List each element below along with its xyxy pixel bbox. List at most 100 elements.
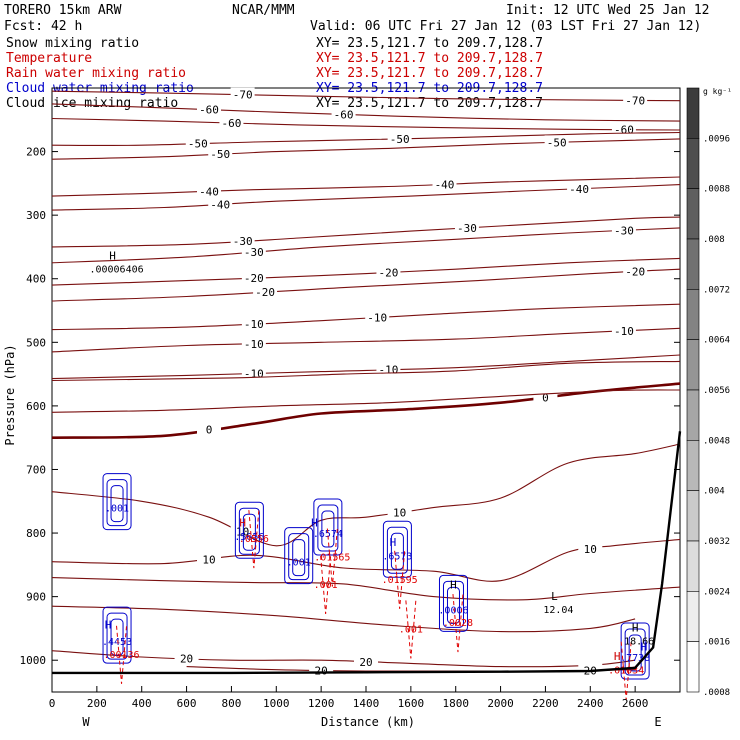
isotherm-line xyxy=(51,443,681,547)
x-axis-label: Distance (km) xyxy=(321,715,415,729)
isotherm-label-bg xyxy=(611,223,636,236)
cloud-water-contour xyxy=(321,510,335,548)
y-tick-label: 300 xyxy=(26,209,46,222)
isotherm-label: -60 xyxy=(221,117,241,130)
x-tick-label: 2200 xyxy=(532,697,559,710)
isotherm-label: 10 xyxy=(584,543,597,556)
west-label: W xyxy=(82,715,90,729)
isotherm-line xyxy=(51,138,681,160)
isotherm-label: -10 xyxy=(244,367,264,380)
colorbar-label: .0016 xyxy=(703,638,730,648)
header: TORERO 15km ARW NCAR/MMM Init: 12 UTC We… xyxy=(4,3,710,34)
isotherm-line xyxy=(51,389,681,413)
colorbar-swatch xyxy=(686,389,700,441)
isotherm-label-bg xyxy=(230,87,255,100)
isotherm-label-bg xyxy=(611,323,636,336)
rain-label: .01595 xyxy=(382,575,418,586)
model-title: TORERO 15km ARW xyxy=(4,3,122,18)
x-tick-label: 1800 xyxy=(442,697,469,710)
isotherm-label-bg xyxy=(387,131,412,144)
extremum-marker: H xyxy=(105,618,112,631)
isotherm-label-bg xyxy=(578,541,603,554)
colorbar-swatch xyxy=(686,188,700,240)
isotherm-line xyxy=(51,257,681,286)
isotherm-label-bg xyxy=(230,234,255,247)
cloud-water-contour xyxy=(292,539,306,577)
isotherm-line xyxy=(51,605,636,633)
isotherm-label: -50 xyxy=(210,148,230,161)
isotherm-label: -60 xyxy=(199,104,219,117)
cloud-water-contour xyxy=(313,498,343,556)
isotherm-label-bg xyxy=(174,651,199,664)
isotherm-line xyxy=(51,382,681,439)
isotherm-label-bg xyxy=(354,654,378,667)
y-tick-label: 500 xyxy=(26,336,46,349)
isotherm-label: -40 xyxy=(199,185,219,198)
x-tick-label: 2000 xyxy=(487,697,514,710)
rain-label: .01565 xyxy=(314,553,350,564)
isotherm-line xyxy=(51,176,681,197)
rain-contour xyxy=(248,510,260,569)
isotherm-label: 0 xyxy=(542,391,549,404)
field-name: Snow mixing ratio xyxy=(6,36,139,51)
colorbar-unit: g kg⁻¹ xyxy=(703,87,732,96)
isotherm-line xyxy=(51,90,681,102)
x-tick-label: 400 xyxy=(132,697,152,710)
field-legend: Snow mixing ratio XY= 23.5,121.7 to 209.7… xyxy=(6,36,543,111)
east-label: E xyxy=(654,715,661,729)
field-name: Temperature xyxy=(6,51,92,66)
y-tick-label: 700 xyxy=(26,463,46,476)
extremum-marker: H xyxy=(311,517,318,530)
isotherm-label-bg xyxy=(454,220,479,233)
extremum-value: .00006406 xyxy=(89,265,143,276)
rain-label: .001 xyxy=(314,580,338,591)
colorbar-label: .008 xyxy=(703,235,725,245)
isotherm-line xyxy=(51,227,681,264)
cloud-water-contour xyxy=(386,526,408,574)
extremum-marker: H xyxy=(109,250,116,263)
cloud-water-contour xyxy=(382,520,412,578)
isotherm-label: 0 xyxy=(206,424,213,437)
cloud-water-contour xyxy=(624,628,646,676)
extremum-value: 12.04 xyxy=(543,605,573,616)
rain-contour xyxy=(405,600,417,659)
isotherm-label: -10 xyxy=(244,318,264,331)
x-tick-label: 1400 xyxy=(353,697,380,710)
valid-time: Valid: 06 UTC Fri 27 Jan 12 (03 LST Fri … xyxy=(310,19,701,34)
isotherm-label: 20 xyxy=(359,656,372,669)
cloud-water-label: .001 xyxy=(287,558,311,569)
isotherm-label-bg xyxy=(197,552,221,565)
isotherm-label-bg xyxy=(432,177,457,190)
y-tick-label: 600 xyxy=(26,400,46,413)
isotherm-label: -50 xyxy=(547,136,567,149)
colorbar-swatch xyxy=(686,289,700,340)
isotherm-label: -10 xyxy=(378,364,398,377)
isotherm-line xyxy=(51,184,681,211)
cloud-water-contour xyxy=(242,513,256,551)
rain-contour xyxy=(116,625,128,684)
cloud-water-contour xyxy=(102,473,132,531)
isotherm-line xyxy=(51,131,681,147)
isotherm-label: -10 xyxy=(614,325,634,338)
isotherm-label-bg xyxy=(185,136,210,149)
isotherm-label: -50 xyxy=(188,138,208,151)
plot-frame xyxy=(51,87,681,693)
cloud-water-label: .4453 xyxy=(102,637,132,648)
colorbar-label: .0072 xyxy=(703,285,730,295)
isotherm-label: -30 xyxy=(614,224,634,237)
isotherm-label-bg xyxy=(623,93,648,106)
isotherm-label-bg xyxy=(230,524,255,537)
forecast-hour: Fcst: 42 h xyxy=(4,19,82,34)
extremum-marker: H xyxy=(632,622,639,635)
extremum-marker: H xyxy=(390,536,397,549)
cloud-water-label: .001 xyxy=(105,504,129,515)
extremum-marker: L xyxy=(551,590,558,603)
colorbar-label: .0056 xyxy=(703,386,730,396)
colorbar-label: .004 xyxy=(703,487,725,497)
extremum-marker: H xyxy=(450,578,457,591)
isotherm-label: -40 xyxy=(435,178,455,191)
isotherm-label: -60 xyxy=(334,108,354,121)
field-name: Rain water mixing ratio xyxy=(6,66,186,81)
cloud-water-contours: .001 .5656 .001 .6574 .6573 .0006 .4453 .7738 xyxy=(102,473,650,680)
